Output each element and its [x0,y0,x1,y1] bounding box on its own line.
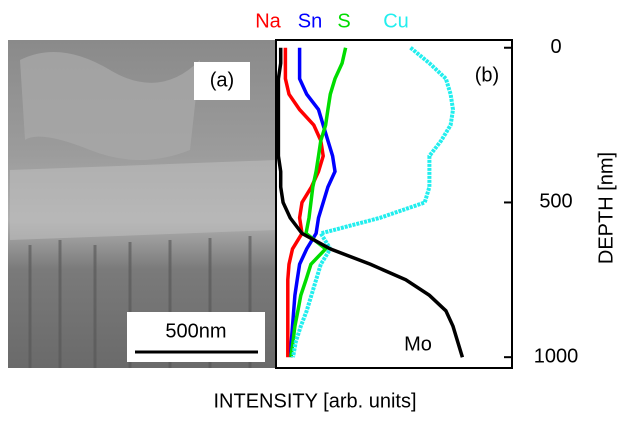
panel-label: (b) [475,64,499,86]
legend-label: Cu [383,10,409,32]
y-axis-label: DEPTH [nm] [595,152,617,264]
y-tick-label: 500 [539,191,572,213]
legend-label: Na [255,10,281,32]
legend-label: Sn [298,10,322,32]
x-axis-label: INTENSITY [arb. units] [213,390,416,412]
y-tick-label: 0 [550,36,561,58]
panel-label: (a) [210,69,234,91]
sem-image: (a) 500nm [8,40,276,368]
scale-bar-label: 500nm [165,320,226,342]
legend-label: S [337,10,350,32]
figure: (a) 500nm (b) INTENSITY [arb. units] DEP… [0,0,626,416]
y-tick-label: 1000 [534,345,579,367]
series-label: Mo [404,333,432,355]
plot [276,40,512,368]
